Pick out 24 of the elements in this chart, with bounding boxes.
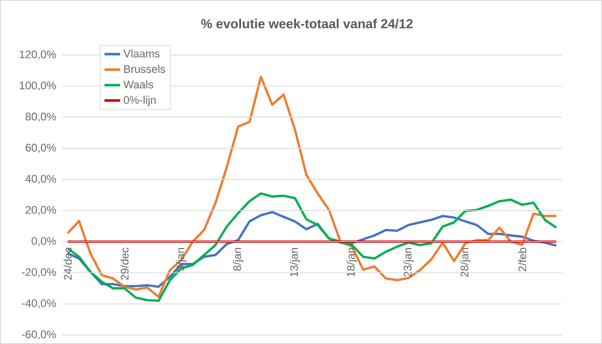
y-tick-label: 80,0%	[26, 112, 56, 122]
x-tick-label: 24/dec	[64, 248, 72, 280]
y-tick-label: 120,0%	[20, 50, 56, 60]
legend-label: 0%-lijn	[124, 96, 156, 106]
x-tick-label: 3/jan	[176, 248, 186, 271]
chart-title: % evolutie week-totaal vanaf 24/12	[201, 18, 413, 28]
y-tick-label: 40,0%	[25, 174, 56, 184]
y-tick-label: 60,0%	[26, 144, 56, 153]
x-tick-label: 2/feb	[518, 248, 526, 272]
x-tick-label: 8/jan	[233, 248, 244, 271]
legend-label: Brussels	[124, 64, 166, 73]
y-tick-label: -20,0%	[22, 268, 56, 278]
x-tick-label: 13/jan	[290, 248, 300, 276]
legend-label: Waals	[123, 80, 154, 88]
y-tick-label: 0,0%	[32, 237, 56, 246]
y-tick-label: 100,0%	[20, 82, 56, 91]
x-tick-label: 23/jan	[403, 248, 414, 277]
legend-label: Vlaams	[123, 49, 160, 58]
y-tick-label: -60,0%	[22, 330, 56, 340]
x-tick-label: 29/dec	[120, 248, 129, 280]
x-tick-label: 28/jan	[460, 248, 471, 277]
x-tick-label: 18/jan	[346, 248, 357, 276]
y-tick-label: 20,0%	[26, 206, 56, 216]
y-tick-label: -40,0%	[22, 299, 56, 308]
